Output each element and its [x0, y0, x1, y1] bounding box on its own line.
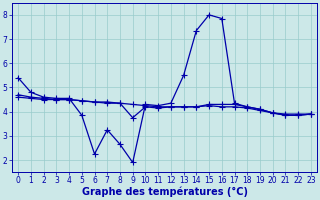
X-axis label: Graphe des températures (°C): Graphe des températures (°C): [82, 187, 248, 197]
